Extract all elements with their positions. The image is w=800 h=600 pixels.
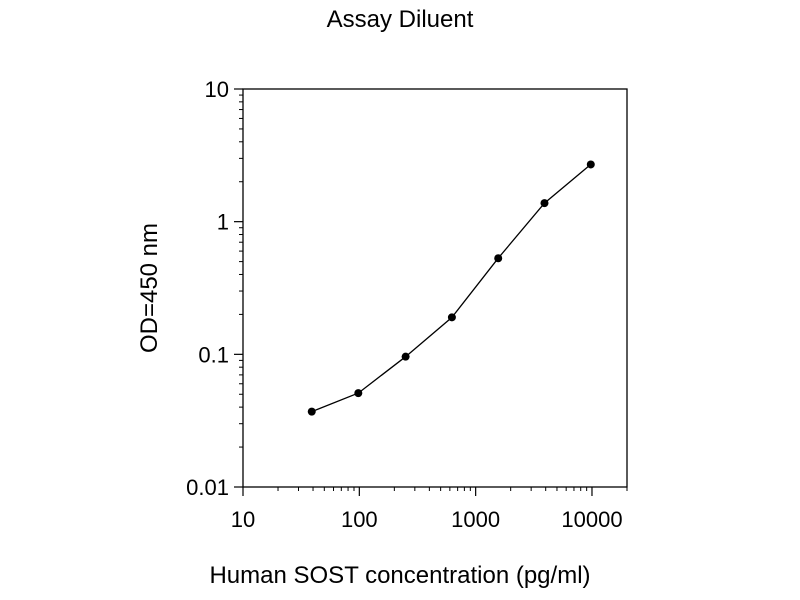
data-point [307,407,316,416]
data-point [586,160,595,169]
data-point [447,313,456,322]
y-tick-label: 0.1 [198,342,229,367]
data-point [401,352,410,361]
data-point [540,199,549,208]
x-tick-label: 10 [231,507,255,532]
y-tick-label: 1 [217,210,229,235]
x-tick-label: 10000 [561,507,622,532]
x-tick-label: 1000 [451,507,500,532]
y-tick-label: 0.01 [186,475,229,500]
x-axis-label: Human SOST concentration (pg/ml) [209,562,591,589]
y-tick-label: 10 [205,77,229,102]
chart-title: Assay Diluent [326,6,474,33]
plot-frame [242,88,628,488]
data-point [354,389,363,398]
x-tick-label: 100 [341,507,378,532]
series-line [311,163,592,413]
data-point [494,254,503,263]
